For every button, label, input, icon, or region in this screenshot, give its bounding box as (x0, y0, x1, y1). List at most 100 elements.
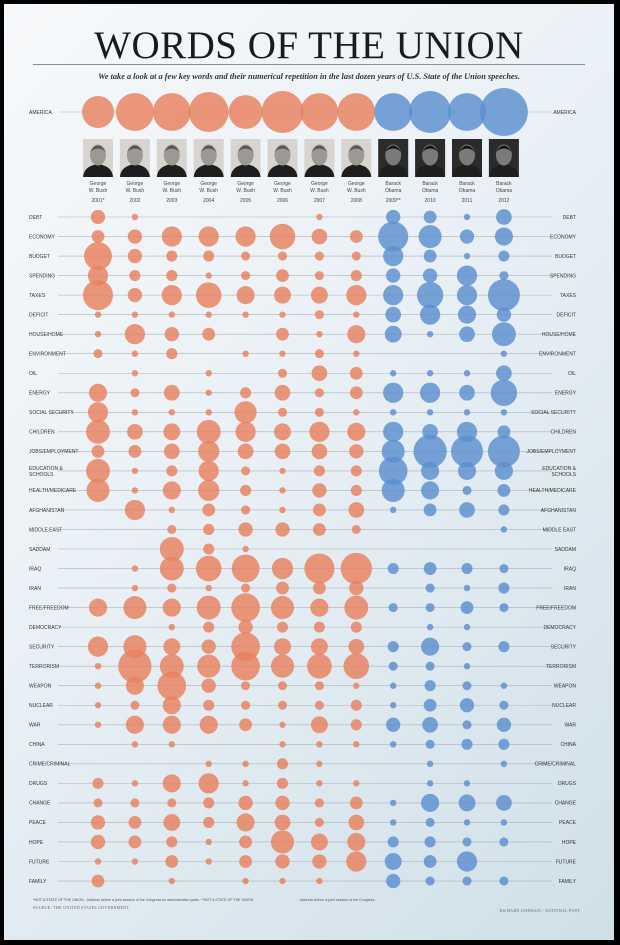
bubble-iran-2010 (425, 583, 435, 593)
bubble-social-security-2002 (131, 409, 139, 416)
row-label-left: NUCLEAR (29, 703, 53, 709)
row-label-left: MIDDLE EAST (29, 527, 62, 533)
bubble-free-freedom-2007 (310, 598, 329, 617)
bubble-deficit-2007 (314, 310, 324, 320)
bubble-economy-2005 (235, 226, 256, 247)
hair-shape (163, 145, 180, 152)
row-label-right: FAMILY (559, 879, 577, 885)
bubble-family-2001 (91, 874, 105, 888)
bubble-free-freedom-2008 (344, 595, 369, 620)
president-last-name: W. Bush (236, 188, 255, 194)
bubble-saddam-2003 (159, 537, 184, 561)
bubble-oil-2010 (426, 370, 434, 377)
bubble-health-medicare-2011 (462, 485, 472, 495)
bubble-weapon-2011 (462, 681, 472, 691)
row-label-left: CHINA (29, 742, 45, 748)
bubble-free-freedom-2005 (231, 593, 260, 622)
bubble-economy-2006 (269, 223, 296, 250)
bubble-america-2010 (409, 91, 452, 133)
row-label-right: WAR (565, 723, 577, 729)
bubble-economy-2012 (494, 227, 513, 246)
bubble-family-2005 (242, 877, 249, 885)
speech-year: 2012 (498, 198, 509, 204)
bubble-peace-2004 (203, 816, 215, 828)
bubble-democracy-2004 (203, 621, 215, 633)
bubble-war-2006 (279, 721, 286, 728)
bubble-jobs-employment-2010 (413, 434, 447, 468)
bubble-children-2006 (274, 423, 291, 441)
bubble-america-2004 (188, 92, 229, 132)
bubble-deficit-2008 (353, 311, 360, 318)
bubble-education--2001 (86, 458, 110, 483)
row-label-left: SOCIAL SECURITY (29, 410, 74, 416)
bubble-america-2012 (479, 88, 528, 136)
bubble-jobs-employment-2005 (237, 443, 254, 460)
bubble-weapon-2006 (277, 681, 288, 691)
bubble-environment-2002 (131, 350, 139, 357)
bubble-deficit-2010 (419, 304, 441, 325)
bubble-change-2012 (496, 795, 512, 811)
bubble-war-2003 (162, 715, 181, 734)
bubble-america-2003 (152, 93, 191, 131)
bubble-debt-2011 (463, 213, 471, 221)
president-first-name: George (90, 181, 107, 187)
bubble-health-medicare-2007 (312, 483, 327, 498)
bubble-budget-2006 (277, 251, 288, 261)
bubble-terrorism-2002 (118, 649, 152, 683)
bubble-jobs-employment-2006 (274, 443, 291, 460)
bubble-peace-2010 (425, 817, 435, 827)
bubble-china-2011 (461, 738, 473, 750)
bubble-hope-2010 (424, 836, 436, 848)
bubble-oil-2012 (496, 365, 512, 382)
bubble-free-freedom-2012 (499, 603, 509, 613)
bubble-afghanistan-2009 (390, 506, 397, 514)
row-label-right: JOBS/EMPLOYMENT (527, 449, 576, 455)
bubble-social-security-2003 (168, 409, 175, 416)
president-first-name: George (274, 181, 291, 187)
president-photo (230, 139, 261, 177)
bubble-terrorism-2008 (343, 653, 370, 679)
speech-year: 2001* (91, 198, 104, 204)
bubble-terrorism-2003 (159, 654, 184, 679)
president-photo (156, 139, 187, 177)
bubble-peace-2009 (390, 819, 397, 826)
bubble-war-2007 (310, 716, 328, 734)
bubble-weapon-2001 (94, 682, 102, 689)
bubble-hope-2005 (239, 835, 252, 849)
bubble-spending-2002 (129, 270, 141, 282)
row-label-right-line2: SCHOOLS (552, 472, 577, 478)
bubble-jobs-employment-2008 (349, 444, 364, 459)
bubble-taxes-2007 (310, 286, 328, 304)
bubble-budget-2008 (351, 251, 361, 261)
bubble-social-security-2005 (234, 401, 257, 424)
bubble-house-home-2007 (316, 330, 323, 338)
bubble-debt-2001 (90, 209, 106, 225)
bubble-jobs-employment-2001 (91, 444, 105, 458)
bubble-iran-2004 (205, 584, 212, 592)
bubble-family-2007 (316, 877, 323, 885)
bubble-social-security-2007 (314, 407, 324, 417)
bubble-iraq-2003 (159, 556, 184, 581)
bubble-nuclear-2002 (130, 700, 140, 710)
bubble-iraq-2004 (195, 555, 222, 582)
speech-year: 2009** (386, 198, 401, 204)
bubble-deficit-2006 (279, 311, 286, 318)
bubble-spending-2008 (350, 270, 362, 282)
bubble-security-2007 (310, 638, 328, 656)
bubble-iraq-2002 (131, 565, 139, 572)
bubble-family-2009 (386, 873, 401, 889)
bubble-china-2003 (168, 741, 175, 748)
bubble-house-home-2008 (347, 325, 366, 344)
row-label-right: CHINA (560, 742, 576, 748)
row-label-left: HOUSE/HOME (29, 332, 64, 338)
bubble-china-2009 (390, 741, 397, 748)
bubble-terrorism-2007 (307, 653, 332, 679)
bubble-change-2007 (314, 798, 324, 808)
bubble-future-2001 (94, 858, 102, 865)
bubble-energy-2002 (130, 388, 140, 398)
row-label-right: SADDAM (555, 547, 576, 553)
bubble-free-freedom-2011 (460, 601, 474, 614)
bubble-house-home-2006 (276, 327, 289, 341)
bubble-energy-2012 (490, 379, 518, 406)
bubble-education--2005 (241, 466, 251, 476)
